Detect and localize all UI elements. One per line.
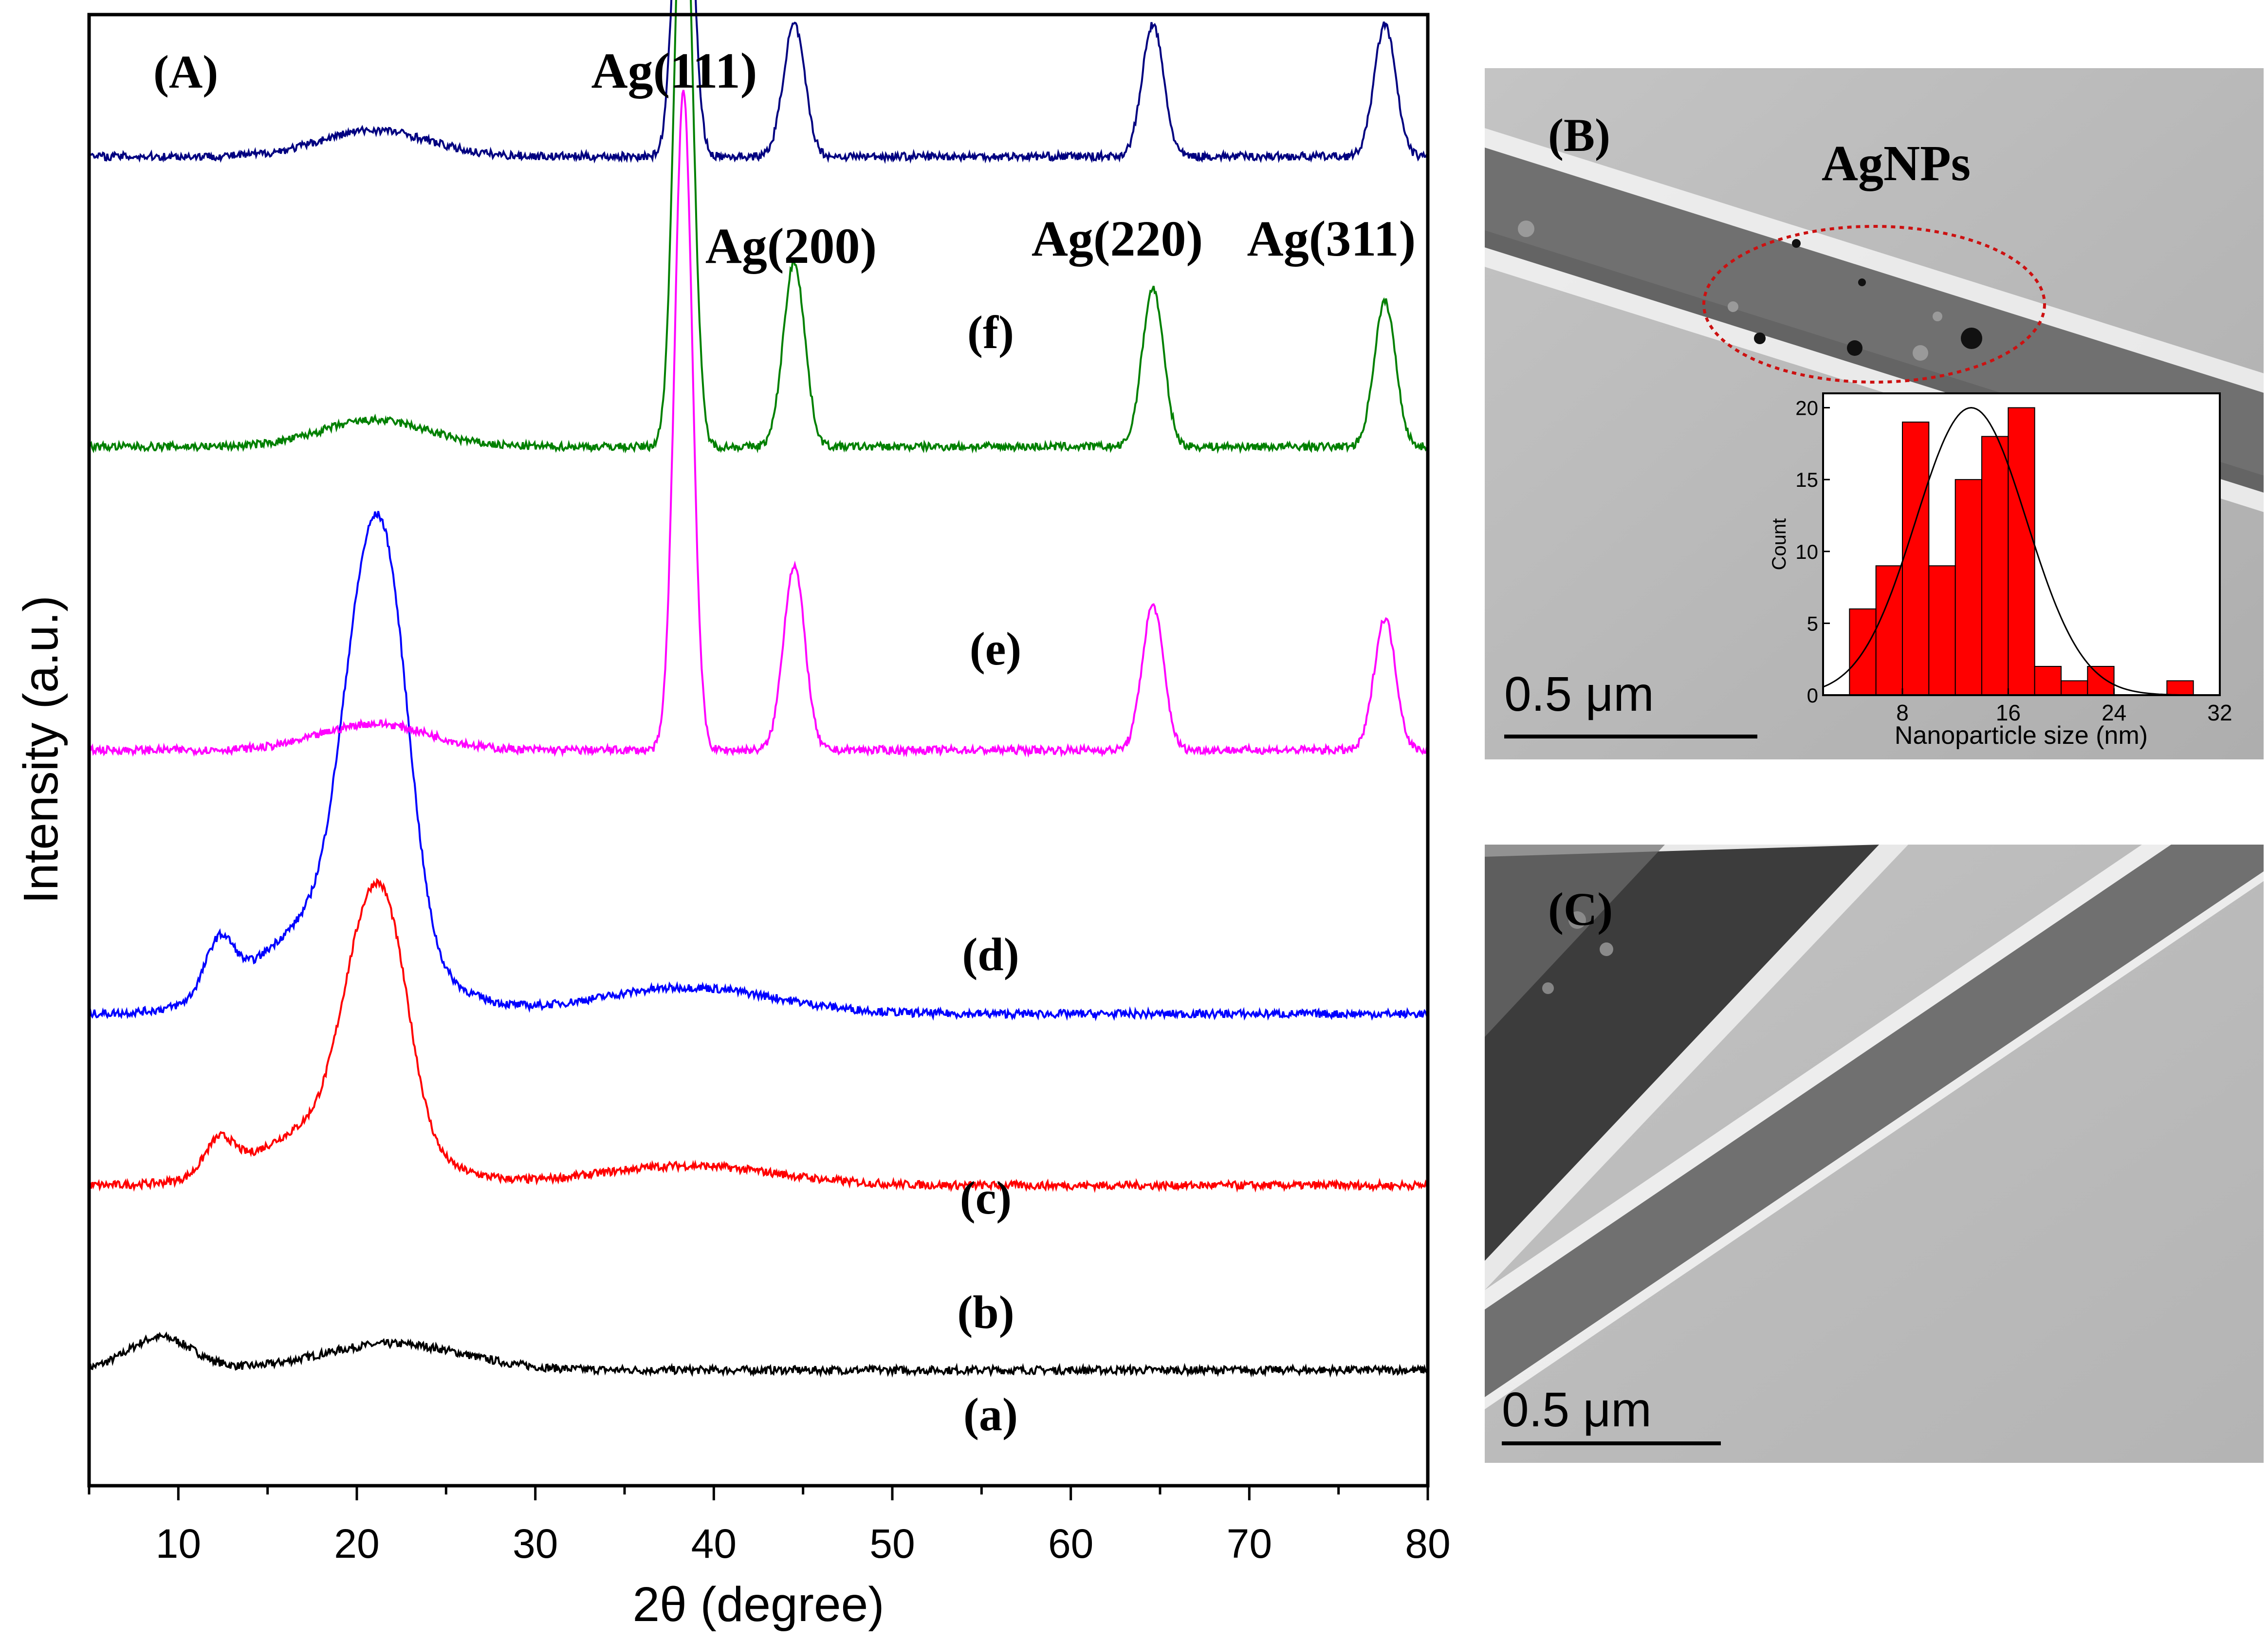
x-axis-title: 2θ (degree) bbox=[633, 1577, 885, 1632]
tem-image-c bbox=[1485, 845, 2264, 1409]
histogram-y-title: Count bbox=[1769, 518, 1790, 571]
curve-label-b: (b) bbox=[957, 1286, 1014, 1338]
curve-label-e: (e) bbox=[970, 623, 1022, 675]
histogram-bar bbox=[1981, 436, 2009, 696]
histogram-tick-labels: 8 16 24 32 0 5 10 15 20 bbox=[1795, 397, 2232, 725]
x-tick-label: 80 bbox=[1405, 1521, 1450, 1567]
panel-c-label: (C) bbox=[1548, 883, 1613, 935]
xrd-curve-a bbox=[88, 1331, 1429, 1378]
y-axis-title: Intensity (a.u.) bbox=[14, 595, 68, 904]
histogram-bar bbox=[1902, 422, 1930, 696]
particle bbox=[1600, 942, 1613, 956]
peak-label-ag311: Ag(311) bbox=[1247, 211, 1416, 267]
panel-b: (B) AgNPs 8 16 24 32 0 5 10 15 20 Nanoparticle s… bbox=[1485, 68, 2264, 759]
x-tick-label: 70 bbox=[1227, 1521, 1272, 1567]
curve-label-f: (f) bbox=[967, 306, 1014, 358]
histogram-x-tick-label: 24 bbox=[2102, 700, 2126, 725]
x-axis-tick-labels: 10 20 30 40 50 60 70 80 bbox=[156, 1521, 1451, 1567]
nanoparticle bbox=[1728, 301, 1738, 312]
panel-a: 10 20 30 40 50 60 70 80 (A) Ag(111) Ag(200) Ag(… bbox=[14, 0, 1451, 1632]
xrd-curve-d bbox=[88, 90, 1429, 758]
nanoparticle bbox=[1847, 340, 1862, 356]
histogram-inset: 8 16 24 32 0 5 10 15 20 Nanoparticle size (nm) C… bbox=[1769, 392, 2232, 750]
histogram-y-tick-label: 20 bbox=[1795, 397, 1818, 420]
histogram-ticks bbox=[1823, 407, 2221, 696]
nanoparticle bbox=[1913, 345, 1928, 361]
histogram-x-tick-label: 32 bbox=[2207, 700, 2232, 725]
xrd-curve-c bbox=[88, 511, 1429, 1022]
panel-c: (C) 0.5 μm bbox=[1485, 845, 2264, 1463]
histogram-x-tick-label: 16 bbox=[1996, 700, 2021, 725]
gaussian-fit-curve bbox=[1823, 406, 2220, 696]
histogram-bar bbox=[2061, 680, 2088, 696]
nanoparticle bbox=[1518, 221, 1534, 237]
histogram-x-tick-label: 8 bbox=[1896, 700, 1909, 725]
histogram-y-tick-label: 10 bbox=[1795, 540, 1818, 563]
nanoparticle bbox=[1792, 239, 1801, 248]
x-tick-label: 60 bbox=[1048, 1521, 1093, 1567]
x-tick-label: 30 bbox=[513, 1521, 558, 1567]
histogram-y-tick-label: 0 bbox=[1807, 684, 1818, 707]
x-axis-ticks bbox=[88, 1486, 1429, 1500]
agnps-highlight-ellipse bbox=[1702, 225, 2046, 384]
agnps-label: AgNPs bbox=[1822, 135, 1971, 191]
scale-bar-b-label: 0.5 μm bbox=[1504, 667, 1654, 721]
histogram-y-tick-label: 5 bbox=[1807, 612, 1818, 635]
particle bbox=[1542, 982, 1554, 994]
x-tick-label: 50 bbox=[869, 1521, 915, 1567]
scale-bar-c-label: 0.5 μm bbox=[1502, 1383, 1652, 1437]
x-tick-label: 10 bbox=[156, 1521, 201, 1567]
histogram-x-title: Nanoparticle size (nm) bbox=[1895, 721, 2148, 750]
xrd-curve-f bbox=[88, 0, 1429, 164]
panel-b-label: (B) bbox=[1548, 109, 1610, 161]
peak-label-ag220: Ag(220) bbox=[1032, 211, 1203, 267]
nanofiber bbox=[1485, 845, 2264, 1397]
fiber-edge bbox=[1485, 845, 1665, 1037]
plot-frame bbox=[87, 13, 1430, 1488]
histogram-bar bbox=[1928, 565, 1956, 696]
nanoparticle bbox=[1754, 332, 1766, 344]
x-tick-label: 20 bbox=[334, 1521, 379, 1567]
peak-label-ag200: Ag(200) bbox=[705, 218, 877, 274]
nanoparticle bbox=[1858, 278, 1866, 286]
xrd-curves bbox=[88, 0, 1429, 1378]
histogram-bar bbox=[2166, 680, 2194, 696]
xrd-curve-b bbox=[88, 878, 1429, 1193]
inset-frame bbox=[1822, 392, 2221, 696]
peak-label-ag111: Ag(111) bbox=[591, 43, 757, 99]
histogram-bars bbox=[1849, 407, 2194, 696]
nanoparticle bbox=[1933, 312, 1942, 321]
x-tick-label: 40 bbox=[691, 1521, 737, 1567]
histogram-bar bbox=[2034, 665, 2062, 696]
panel-a-label: (A) bbox=[153, 46, 218, 98]
curve-label-a: (a) bbox=[963, 1388, 1018, 1440]
curve-label-c: (c) bbox=[960, 1172, 1012, 1224]
histogram-bar bbox=[1955, 479, 1983, 696]
histogram-bar bbox=[2087, 665, 2115, 696]
nanoparticle bbox=[1961, 328, 1982, 349]
curve-label-d: (d) bbox=[962, 928, 1019, 980]
histogram-bar bbox=[1875, 565, 1903, 696]
nanofiber-thick bbox=[1485, 845, 1879, 1261]
xrd-curve-e bbox=[89, 0, 1429, 454]
histogram-y-tick-label: 15 bbox=[1795, 468, 1818, 491]
histogram-bar bbox=[2008, 407, 2035, 696]
particle bbox=[1568, 911, 1586, 929]
